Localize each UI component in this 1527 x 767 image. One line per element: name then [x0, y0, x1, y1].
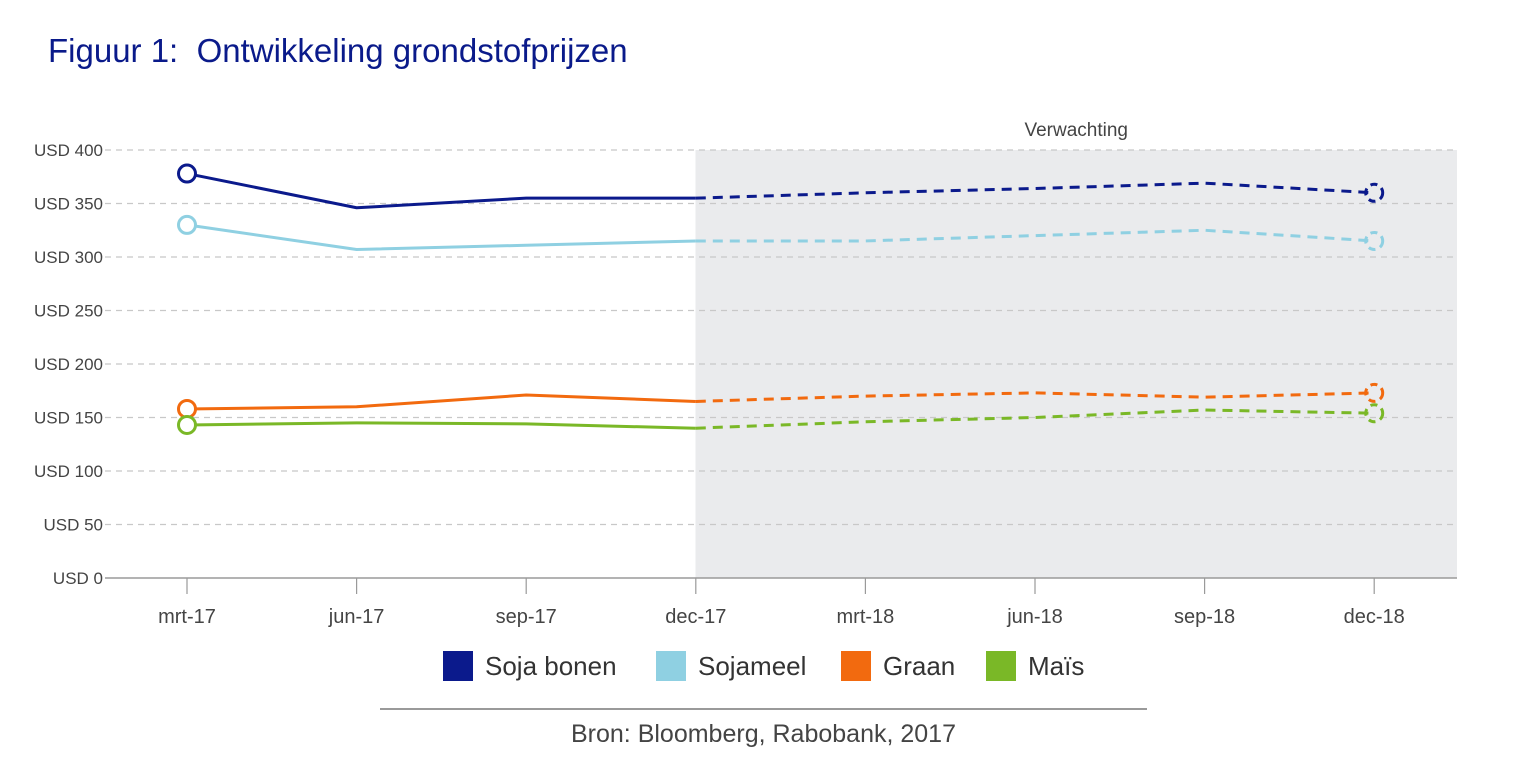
source-note: Bron: Bloomberg, Rabobank, 2017: [571, 720, 956, 748]
y-tick-label: USD 300: [34, 248, 103, 267]
x-tick-label: dec-17: [665, 606, 726, 628]
y-tick-label: USD 350: [34, 195, 103, 214]
y-tick-label: USD 400: [34, 141, 103, 160]
source-divider: [380, 708, 1147, 710]
legend-swatch: [443, 651, 473, 681]
series-line-actual: [186, 393, 696, 411]
x-tick-label: mrt-18: [837, 606, 895, 628]
series-line-actual: [186, 223, 696, 252]
forecast-label: Verwachting: [1024, 120, 1128, 141]
x-tick-label: sep-18: [1174, 606, 1235, 628]
legend-label: Maïs: [1028, 651, 1084, 681]
x-tick-label: jun-18: [1006, 606, 1063, 628]
series-lines: [177, 163, 1385, 435]
series-start-marker: [177, 214, 197, 235]
y-axis-ticks: USD 0 USD 50 USD 100 USD 150 USD 200 USD 250 U…: [34, 141, 103, 588]
series-start-marker: [177, 414, 197, 435]
legend: Soja bonen Sojameel Graan Maïs: [443, 651, 1084, 681]
series-end-marker: [1364, 230, 1385, 251]
series-line-forecast: [695, 181, 1375, 200]
x-axis: mrt-17 jun-17 sep-17 dec-17 mrt-18 jun-18 sep-…: [105, 577, 1457, 628]
y-tick-label: USD 100: [34, 462, 103, 481]
y-tick-label: USD 200: [34, 355, 103, 374]
y-tick-label: USD 0: [53, 569, 103, 588]
series-line-forecast: [695, 408, 1375, 430]
x-tick-label: sep-17: [496, 606, 557, 628]
y-tick-label: USD 250: [34, 302, 103, 321]
series-end-marker: [1364, 382, 1385, 403]
series-end-marker: [1364, 403, 1385, 424]
series-start-marker: [177, 398, 197, 419]
series-line-forecast: [695, 228, 1375, 243]
legend-swatch: [656, 651, 686, 681]
series-line-forecast: [695, 391, 1375, 403]
y-tick-label: USD 50: [43, 516, 103, 535]
legend-label: Soja bonen: [485, 651, 617, 681]
legend-swatch: [841, 651, 871, 681]
legend-label: Graan: [883, 651, 955, 681]
chart-title: Figuur 1: Ontwikkeling grondstofprijzen: [48, 32, 628, 69]
series-line-actual: [186, 421, 696, 430]
x-tick-label: dec-18: [1344, 606, 1405, 628]
legend-label: Sojameel: [698, 651, 806, 681]
series-line-actual: [186, 172, 696, 210]
y-tick-label: USD 150: [34, 409, 103, 428]
series-end-marker: [1364, 182, 1385, 203]
legend-swatch: [986, 651, 1016, 681]
x-tick-label: mrt-17: [158, 606, 216, 628]
series-start-marker: [177, 163, 197, 184]
x-tick-label: jun-17: [328, 606, 385, 628]
